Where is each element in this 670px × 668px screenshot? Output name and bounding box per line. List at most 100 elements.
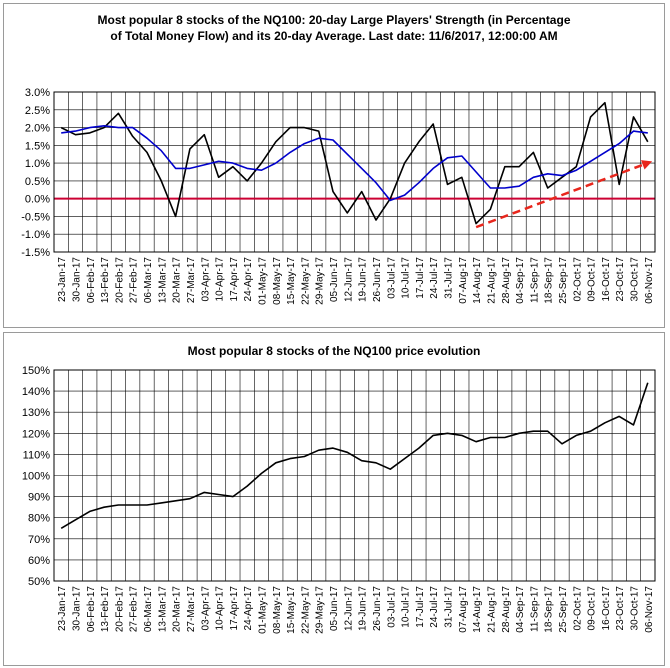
price-chart-title: Most popular 8 stocks of the NQ100 price… — [188, 344, 481, 358]
price-chart-x-tick-label: 18-Sep-17 — [544, 586, 555, 633]
strength-chart-x-tick-label: 09-Oct-17 — [587, 257, 598, 302]
strength-chart-trend-arrow-line — [475, 163, 644, 229]
price-chart-x-tick-label: 28-Aug-17 — [501, 586, 512, 633]
price-chart-x-tick-label: 30-Oct-17 — [630, 586, 641, 631]
strength-chart-y-tick-label: -1.5% — [21, 247, 50, 259]
price-chart-x-tick-label: 03-Apr-17 — [200, 586, 211, 631]
strength-chart-y-tick-label: -0.5% — [21, 211, 50, 223]
price-chart-y-tick-label: 150% — [22, 365, 50, 377]
price-chart-x-tick-label: 11-Sep-17 — [529, 586, 540, 632]
strength-chart-x-tick-label: 08-May-17 — [272, 257, 283, 305]
price-chart-x-tick-label: 21-Aug-17 — [486, 586, 497, 633]
strength-chart-x-tick-label: 29-May-17 — [315, 257, 326, 305]
strength-chart-x-tick-label: 17-Apr-17 — [229, 257, 240, 302]
price-chart-x-tick-label: 01-May-17 — [257, 586, 268, 634]
price-chart-x-tick-label: 06-Mar-17 — [143, 586, 154, 633]
price-chart-x-tick-label: 03-Jul-17 — [386, 586, 397, 628]
strength-chart-x-tick-label: 13-Feb-17 — [100, 257, 111, 304]
strength-chart-y-tick-label: 2.5% — [25, 105, 50, 117]
price-chart-x-tick-label: 14-Aug-17 — [472, 586, 483, 633]
strength-chart-x-tick-label: 12-Jun-17 — [343, 257, 354, 302]
strength-chart-x-tick-label: 28-Aug-17 — [501, 257, 512, 304]
strength-chart-x-tick-label: 19-Jun-17 — [358, 257, 369, 302]
price-chart-x-tick-label: 13-Feb-17 — [100, 586, 111, 633]
strength-chart-panel: Most popular 8 stocks of the NQ100: 20-d… — [3, 3, 665, 328]
price-chart-x-tick-label: 26-Jun-17 — [372, 586, 383, 631]
strength-chart: Most popular 8 stocks of the NQ100: 20-d… — [21, 13, 656, 305]
price-chart-x-tick-label: 27-Feb-17 — [129, 586, 140, 633]
price-chart: Most popular 8 stocks of the NQ100 price… — [22, 344, 656, 634]
price-chart-x-tick-label: 15-May-17 — [286, 586, 297, 634]
strength-chart-x-tick-label: 03-Apr-17 — [200, 257, 211, 302]
strength-chart-x-tick-label: 11-Sep-17 — [529, 257, 540, 303]
strength-chart-x-tick-label: 27-Feb-17 — [129, 257, 140, 304]
price-chart-y-tick-label: 90% — [28, 492, 50, 504]
strength-chart-x-tick-label: 25-Sep-17 — [558, 257, 569, 304]
price-chart-x-tick-label: 17-Apr-17 — [229, 586, 240, 631]
strength-chart-x-tick-label: 06-Nov-17 — [644, 257, 655, 304]
strength-chart-x-tick-label: 24-Jul-17 — [429, 257, 440, 299]
price-chart-plot-border — [53, 369, 656, 582]
price-chart-y-tick-label: 140% — [22, 386, 50, 398]
strength-chart-x-tick-label: 06-Feb-17 — [86, 257, 97, 304]
strength-chart-x-tick-label: 17-Jul-17 — [415, 257, 426, 299]
price-chart-x-tick-label: 22-May-17 — [300, 586, 311, 634]
price-chart-x-tick-label: 13-Mar-17 — [157, 586, 168, 633]
price-chart-x-tick-label: 16-Oct-17 — [601, 586, 612, 631]
strength-chart-series-1-line — [60, 101, 649, 225]
price-chart-x-tick-label: 20-Feb-17 — [114, 586, 125, 633]
price-chart-y-tick-label: 50% — [28, 576, 50, 588]
strength-chart-x-tick-label: 23-Jan-17 — [57, 257, 68, 302]
price-chart-x-tick-label: 24-Apr-17 — [243, 586, 254, 631]
price-chart-x-tick-label: 08-May-17 — [272, 586, 283, 634]
strength-chart-x-tick-label: 10-Jul-17 — [401, 257, 412, 299]
strength-chart-x-tick-label: 01-May-17 — [257, 257, 268, 305]
strength-chart-x-tick-label: 07-Aug-17 — [458, 257, 469, 304]
strength-chart-x-tick-label: 30-Oct-17 — [630, 257, 641, 302]
price-chart-x-tick-label: 02-Oct-17 — [572, 586, 583, 631]
strength-chart-x-tick-label: 06-Mar-17 — [143, 257, 154, 304]
price-chart-y-tick-label: 120% — [22, 428, 50, 440]
price-chart-y-tick-label: 110% — [23, 449, 51, 461]
strength-chart-x-tick-label: 15-May-17 — [286, 257, 297, 305]
price-chart-x-tick-label: 05-Jun-17 — [329, 586, 340, 631]
price-chart-y-tick-label: 130% — [22, 407, 50, 419]
strength-chart-series-2-line — [61, 125, 648, 202]
strength-chart-x-tick-label: 03-Jul-17 — [386, 257, 397, 299]
price-chart-x-tick-label: 12-Jun-17 — [343, 586, 354, 631]
strength-chart-trend-arrow-head — [641, 160, 653, 170]
price-chart-x-tick-label: 10-Apr-17 — [215, 586, 226, 631]
strength-chart-x-tick-label: 24-Apr-17 — [243, 257, 254, 302]
price-chart-x-tick-label: 30-Jan-17 — [71, 586, 82, 631]
strength-chart-x-tick-label: 05-Jun-17 — [329, 257, 340, 302]
strength-chart-x-tick-label: 30-Jan-17 — [71, 257, 82, 302]
price-chart-x-tick-label: 31-Jul-17 — [444, 586, 455, 628]
price-chart-panel: Most popular 8 stocks of the NQ100 price… — [3, 332, 665, 666]
strength-chart-y-tick-label: 3.0% — [25, 87, 50, 99]
price-chart-y-tick-label: 100% — [22, 471, 50, 483]
strength-chart-x-tick-label: 16-Oct-17 — [601, 257, 612, 302]
price-chart-x-tick-label: 24-Jul-17 — [429, 586, 440, 628]
price-chart-x-tick-label: 23-Oct-17 — [615, 586, 626, 631]
price-chart-x-tick-label: 06-Feb-17 — [86, 586, 97, 633]
strength-chart-x-tick-label: 21-Aug-17 — [486, 257, 497, 304]
strength-chart-y-tick-label: 2.0% — [25, 123, 50, 135]
price-chart-x-tick-label: 09-Oct-17 — [587, 586, 598, 631]
strength-chart-title-line-1: Most popular 8 stocks of the NQ100: 20-d… — [98, 13, 571, 27]
strength-chart-y-tick-label: 1.0% — [25, 158, 50, 170]
price-chart-x-tick-label: 27-Mar-17 — [186, 586, 197, 633]
strength-chart-x-tick-label: 10-Apr-17 — [215, 257, 226, 302]
strength-chart-y-tick-label: 1.5% — [25, 140, 50, 152]
price-chart-x-tick-label: 19-Jun-17 — [358, 586, 369, 631]
price-chart-y-tick-label: 70% — [28, 534, 50, 546]
price-chart-x-tick-label: 29-May-17 — [315, 586, 326, 634]
price-chart-x-tick-label: 07-Aug-17 — [458, 586, 469, 633]
price-chart-y-tick-label: 80% — [28, 513, 50, 525]
strength-chart-title-line-2: of Total Money Flow) and its 20-day Aver… — [110, 29, 557, 43]
price-chart-y-tick-label: 60% — [28, 555, 50, 567]
strength-chart-x-tick-label: 27-Mar-17 — [186, 257, 197, 304]
strength-chart-y-tick-label: 0.5% — [25, 176, 50, 188]
strength-chart-x-tick-label: 14-Aug-17 — [472, 257, 483, 304]
price-chart-x-tick-label: 06-Nov-17 — [644, 586, 655, 633]
strength-chart-x-tick-label: 26-Jun-17 — [372, 257, 383, 302]
